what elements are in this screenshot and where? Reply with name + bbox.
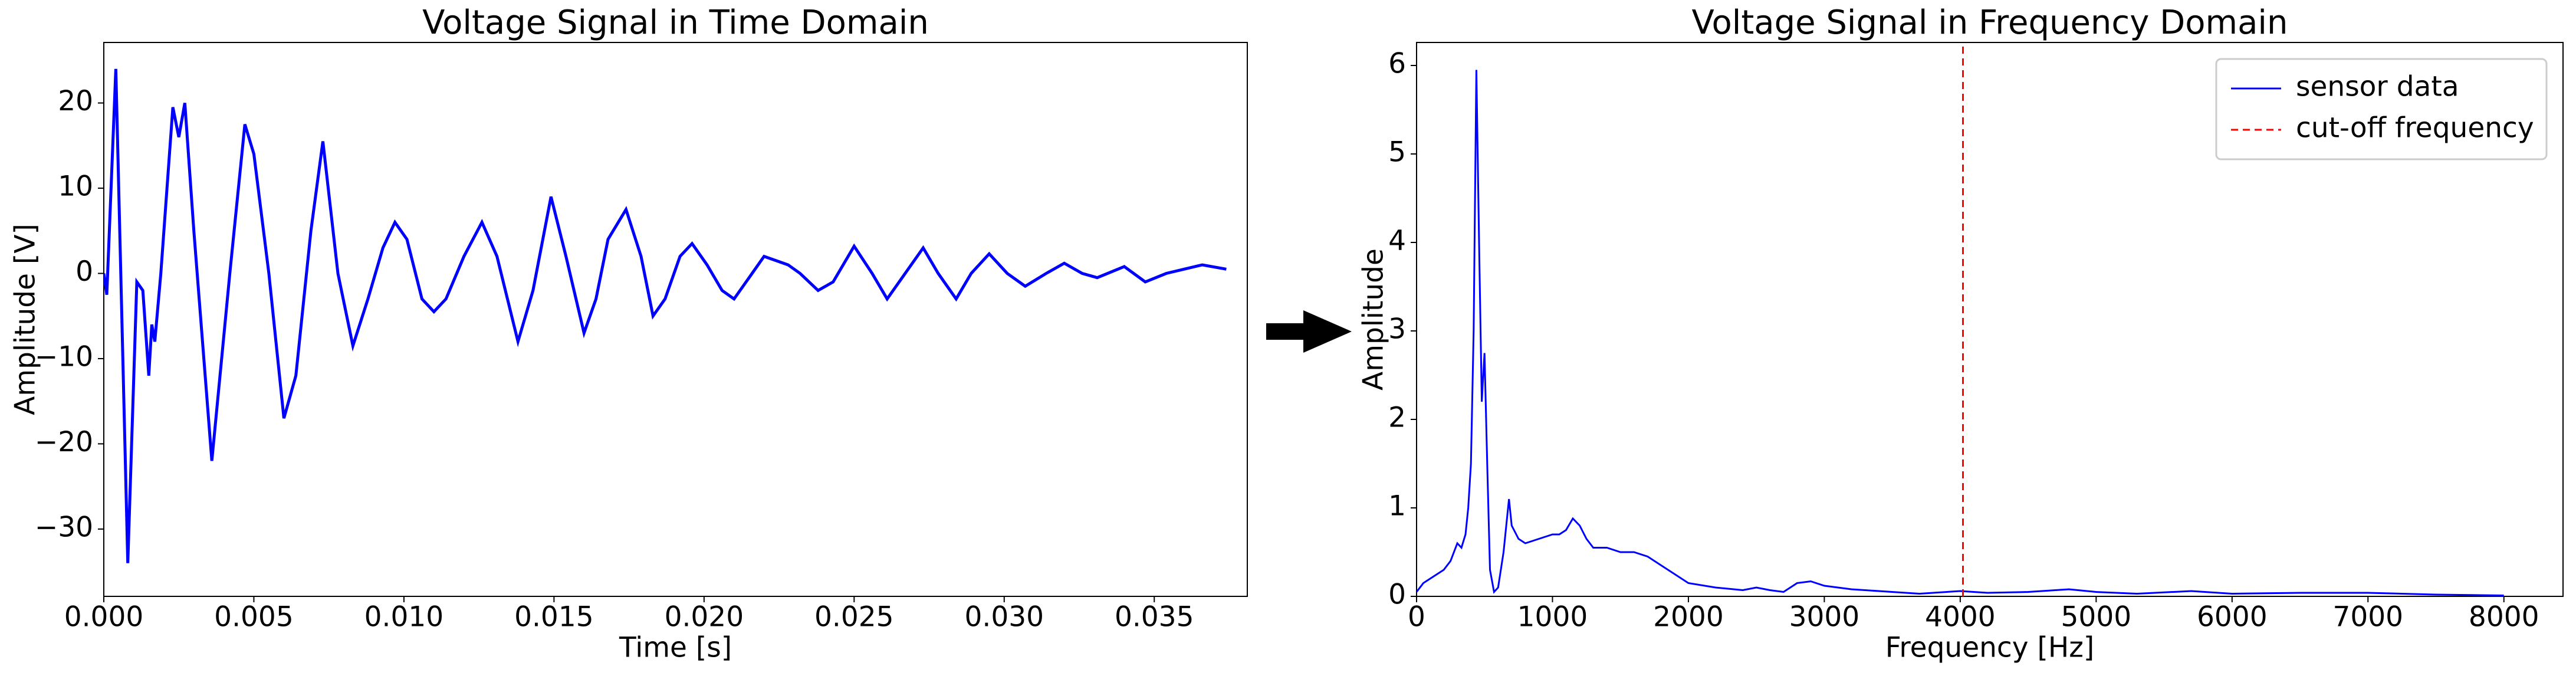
x-tick-label: 3000 bbox=[1789, 601, 1860, 634]
x-tick-label: 2000 bbox=[1653, 601, 1724, 634]
x-tick-label: 8000 bbox=[2469, 601, 2539, 634]
y-tick-label: −30 bbox=[35, 511, 93, 543]
y-tick-label: 1 bbox=[1388, 490, 1406, 523]
y-tick-label: −20 bbox=[35, 426, 93, 458]
x-tick-label: 0 bbox=[1408, 601, 1425, 634]
x-tick-label: 0.020 bbox=[665, 601, 744, 634]
y-tick-label: 0 bbox=[75, 255, 93, 288]
x-tick-label: 5000 bbox=[2061, 601, 2132, 634]
legend-label: sensor data bbox=[2296, 71, 2459, 103]
arrow bbox=[1266, 310, 1352, 353]
y-tick-label: 5 bbox=[1388, 136, 1406, 169]
x-tick-label: 1000 bbox=[1517, 601, 1588, 634]
x-axis-label: Time [s] bbox=[619, 632, 732, 664]
x-tick-label: 0.025 bbox=[814, 601, 894, 634]
x-tick-label: 7000 bbox=[2332, 601, 2403, 634]
x-tick-label: 0.015 bbox=[514, 601, 594, 634]
series-line bbox=[1417, 70, 2504, 596]
x-tick-label: 4000 bbox=[1925, 601, 1996, 634]
x-tick-label: 0.000 bbox=[64, 601, 144, 634]
x-tick-label: 0.035 bbox=[1115, 601, 1194, 634]
x-tick-label: 0.030 bbox=[964, 601, 1044, 634]
x-tick-label: 0.005 bbox=[214, 601, 294, 634]
chart-title: Voltage Signal in Time Domain bbox=[422, 4, 929, 42]
legend-label: cut-off frequency bbox=[2296, 112, 2534, 145]
series-line bbox=[104, 68, 1227, 563]
chart-title: Voltage Signal in Frequency Domain bbox=[1692, 4, 2288, 42]
legend-box bbox=[2215, 58, 2548, 160]
plot-frame bbox=[103, 42, 1248, 597]
y-tick-label: 2 bbox=[1388, 402, 1406, 434]
y-axis-label: Amplitude bbox=[1358, 248, 1390, 390]
y-tick-label: −10 bbox=[35, 340, 93, 373]
y-tick-label: 0 bbox=[1388, 579, 1406, 611]
x-tick-label: 0.010 bbox=[364, 601, 444, 634]
x-axis-label: Frequency [Hz] bbox=[1885, 632, 2094, 664]
y-axis-label: Amplitude [V] bbox=[9, 224, 42, 415]
y-tick-label: 4 bbox=[1388, 225, 1406, 257]
x-tick-label: 6000 bbox=[2197, 601, 2268, 634]
y-tick-label: 3 bbox=[1388, 313, 1406, 346]
y-tick-label: 10 bbox=[58, 170, 93, 203]
y-tick-label: 20 bbox=[58, 85, 93, 117]
plot-frame bbox=[1416, 42, 2564, 597]
y-tick-label: 6 bbox=[1388, 48, 1406, 80]
